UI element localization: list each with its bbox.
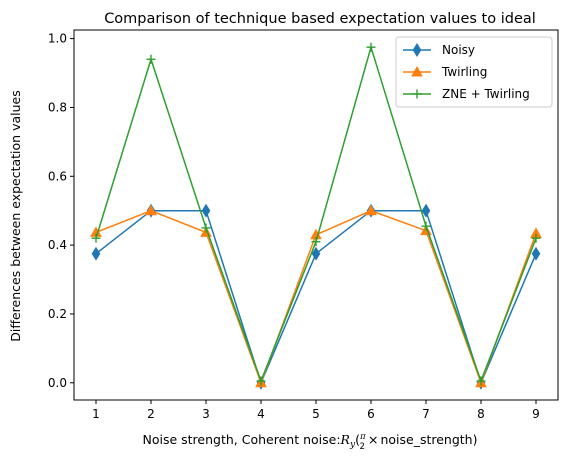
x-axis-label-math-sub: y [349, 440, 356, 450]
data-point-zne-twirling [146, 54, 156, 64]
legend-entry-twirling: Twirling [403, 65, 487, 79]
data-point-zne-twirling [366, 42, 376, 52]
legend-label-zne-twirling: ZNE + Twirling [442, 87, 530, 101]
data-point-noisy [91, 246, 101, 261]
x-tick-label: 4 [257, 407, 265, 421]
y-tick-label: 0.2 [48, 307, 67, 321]
x-tick-label: 3 [202, 407, 210, 421]
data-point-twirling [365, 204, 377, 216]
x-axis-label-open-paren: ( [355, 432, 360, 447]
y-tick-label: 0.4 [48, 238, 67, 252]
legend-marker-noisy [412, 43, 422, 57]
x-axis-label-math-r: R [340, 432, 350, 447]
x-tick-label: 1 [92, 407, 100, 421]
data-point-zne-twirling [531, 233, 541, 243]
x-tick-label: 7 [422, 407, 430, 421]
legend-entry-noisy: Noisy [403, 43, 475, 57]
data-point-zne-twirling [201, 223, 211, 233]
x-tick-label: 2 [147, 407, 155, 421]
legend-label-twirling: Twirling [441, 65, 487, 79]
legend-items: Noisy Twirling ZNE + Twirling [403, 43, 530, 101]
legend: Noisy Twirling ZNE + Twirling [395, 36, 553, 108]
x-tick-label: 8 [477, 407, 485, 421]
chart-title: Comparison of technique based expectatio… [104, 11, 536, 27]
data-point-zne-twirling [91, 233, 101, 243]
legend-label-noisy: Noisy [442, 43, 475, 57]
data-point-zne-twirling [421, 221, 431, 231]
y-axis-ticks: 0.0 0.2 0.4 0.6 0.8 1.0 [48, 32, 74, 390]
data-point-noisy [311, 246, 321, 261]
legend-entry-zne-twirling: ZNE + Twirling [403, 87, 530, 101]
x-tick-label: 6 [367, 407, 375, 421]
data-point-zne-twirling [476, 376, 486, 386]
x-axis-ticks: 1 2 3 4 5 6 7 8 9 [92, 400, 540, 421]
legend-marker-twirling [411, 65, 423, 77]
data-point-twirling [145, 204, 157, 216]
x-tick-label: 9 [532, 407, 540, 421]
y-axis-label: Differences between expectation values [8, 90, 23, 341]
x-axis-label-two: 2 [360, 442, 365, 452]
y-tick-label: 0.6 [48, 169, 67, 183]
x-axis-label-times: × [368, 432, 378, 447]
x-axis-label: Noise strength, Coherent noise:Ry(π 2 × noi… [143, 432, 478, 452]
x-axis-label-rest: noise_strength) [380, 432, 477, 447]
data-point-zne-twirling [256, 376, 266, 386]
x-axis-label-pi: π [359, 432, 366, 442]
series-layer [90, 42, 542, 390]
legend-box [395, 36, 553, 108]
data-point-noisy [421, 203, 431, 218]
y-tick-label: 1.0 [48, 32, 67, 46]
y-tick-label: 0.0 [48, 376, 67, 390]
data-point-zne-twirling [311, 237, 321, 247]
y-tick-label: 0.8 [48, 100, 67, 114]
legend-marker-zne-twirling [412, 89, 422, 99]
data-point-noisy [201, 203, 211, 218]
x-tick-label: 5 [312, 407, 320, 421]
x-axis-label-prefix: Noise strength, Coherent noise: [143, 432, 341, 447]
data-point-noisy [531, 246, 541, 261]
series-zne-twirling [91, 42, 541, 386]
